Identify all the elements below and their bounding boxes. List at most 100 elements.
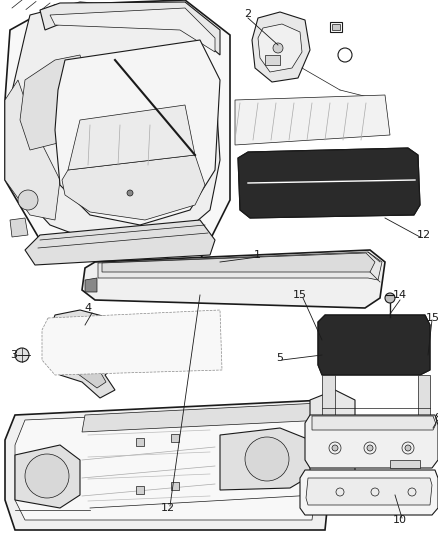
Bar [283, 161, 289, 166]
Bar [361, 188, 367, 192]
Bar [407, 344, 413, 350]
Bar [399, 344, 405, 350]
Bar [385, 194, 390, 198]
Bar [299, 188, 304, 192]
Polygon shape [5, 80, 60, 220]
Bar [353, 168, 359, 173]
Polygon shape [15, 445, 80, 508]
Text: 12: 12 [161, 503, 175, 513]
Bar [392, 200, 398, 205]
Bar [322, 200, 328, 205]
Bar [275, 161, 281, 166]
Bar [322, 336, 328, 342]
Polygon shape [85, 278, 97, 292]
Bar [252, 188, 257, 192]
Bar [330, 194, 336, 198]
Polygon shape [171, 434, 179, 442]
Bar [416, 336, 421, 342]
Polygon shape [82, 250, 385, 308]
Bar [390, 328, 396, 334]
Bar [346, 200, 351, 205]
Bar [314, 174, 320, 179]
Bar [244, 161, 250, 166]
Polygon shape [10, 2, 220, 250]
Bar [322, 360, 328, 366]
Bar [392, 188, 398, 192]
Bar [322, 168, 328, 173]
Bar [353, 200, 359, 205]
Bar [322, 352, 328, 358]
Bar [381, 352, 388, 358]
Bar [275, 155, 281, 159]
Bar [338, 194, 343, 198]
Bar [307, 174, 312, 179]
Bar [322, 155, 328, 159]
Bar [322, 320, 328, 326]
Bar [369, 174, 374, 179]
Polygon shape [5, 0, 230, 270]
Bar [307, 188, 312, 192]
Text: 15: 15 [293, 290, 307, 300]
Bar [339, 320, 345, 326]
Bar [252, 161, 257, 166]
Bar [268, 188, 273, 192]
Bar [339, 344, 345, 350]
Polygon shape [258, 24, 302, 72]
Bar [322, 181, 328, 185]
Polygon shape [238, 148, 420, 218]
Bar [339, 352, 345, 358]
Bar [399, 360, 405, 366]
Bar [392, 207, 398, 212]
Bar [408, 168, 413, 173]
Bar [322, 194, 328, 198]
Bar [364, 336, 371, 342]
Bar [268, 161, 273, 166]
Bar [252, 194, 257, 198]
Bar [400, 188, 406, 192]
Bar [244, 168, 250, 173]
Bar [353, 207, 359, 212]
Text: 3: 3 [11, 350, 18, 360]
Bar [339, 336, 345, 342]
Text: 4: 4 [85, 303, 92, 313]
Bar [331, 360, 336, 366]
Bar [399, 352, 405, 358]
Bar [390, 344, 396, 350]
Bar [291, 161, 296, 166]
Bar [252, 200, 257, 205]
Bar [400, 168, 406, 173]
Bar [244, 207, 250, 212]
Bar [353, 181, 359, 185]
Polygon shape [48, 310, 125, 398]
Bar [314, 181, 320, 185]
Circle shape [80, 337, 96, 353]
Bar [322, 344, 328, 350]
Polygon shape [20, 55, 90, 150]
Bar [356, 328, 362, 334]
Bar [364, 320, 371, 326]
Text: 2: 2 [244, 9, 251, 19]
Bar [347, 360, 353, 366]
Bar [268, 155, 273, 159]
Polygon shape [306, 478, 432, 505]
Polygon shape [265, 55, 280, 65]
Polygon shape [25, 220, 215, 265]
Bar [381, 336, 388, 342]
Circle shape [367, 445, 373, 451]
Bar [373, 336, 379, 342]
Bar [307, 155, 312, 159]
Polygon shape [220, 428, 312, 490]
Bar [416, 360, 421, 366]
Bar [314, 188, 320, 192]
Bar [392, 174, 398, 179]
Bar [390, 320, 396, 326]
Bar [314, 168, 320, 173]
Bar [381, 328, 388, 334]
Bar [244, 174, 250, 179]
Bar [331, 352, 336, 358]
Bar [338, 181, 343, 185]
Polygon shape [332, 24, 340, 30]
Bar [385, 181, 390, 185]
Bar [307, 207, 312, 212]
Bar [353, 188, 359, 192]
